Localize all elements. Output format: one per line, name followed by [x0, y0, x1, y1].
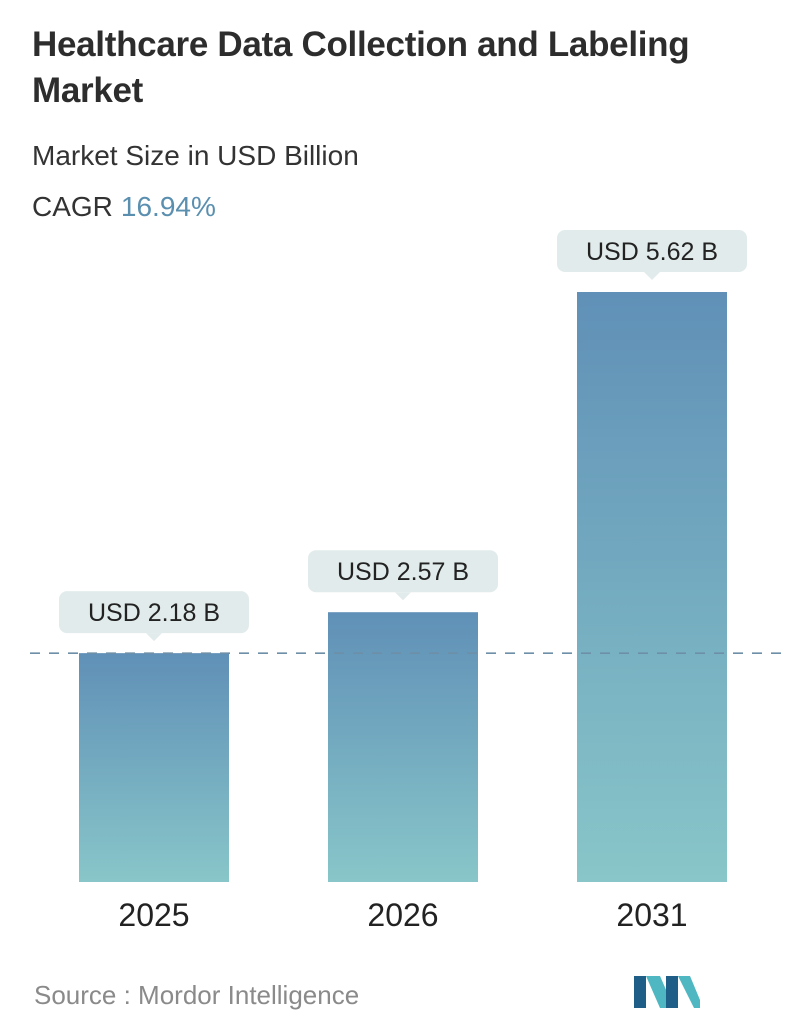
- x-tick-label-2026: 2026: [367, 897, 438, 933]
- mordor-intelligence-logo-icon: [634, 976, 700, 1008]
- x-tick-label-2025: 2025: [118, 897, 189, 933]
- svg-text:USD 2.57 B: USD 2.57 B: [337, 558, 469, 586]
- data-label-2025: USD 2.18 B: [59, 591, 249, 642]
- cagr-value: 16.94%: [120, 191, 216, 222]
- bar-2025: [79, 653, 229, 882]
- chart-title: Healthcare Data Collection and Labeling …: [32, 25, 690, 110]
- svg-text:USD 5.62 B: USD 5.62 B: [586, 238, 718, 266]
- x-tick-label-2031: 2031: [616, 897, 687, 933]
- bar-2031: [577, 292, 727, 882]
- data-label-2026: USD 2.57 B: [308, 550, 498, 601]
- source-credit: Source : Mordor Intelligence: [34, 980, 360, 1010]
- cagr-label: CAGR: [32, 191, 113, 222]
- chart-subtitle: Market Size in USD Billion: [32, 140, 359, 171]
- bar-2026: [328, 612, 478, 882]
- svg-text:USD 2.18 B: USD 2.18 B: [88, 599, 220, 627]
- data-label-2031: USD 5.62 B: [557, 230, 747, 280]
- cagr-line: CAGR 16.94%: [32, 189, 216, 225]
